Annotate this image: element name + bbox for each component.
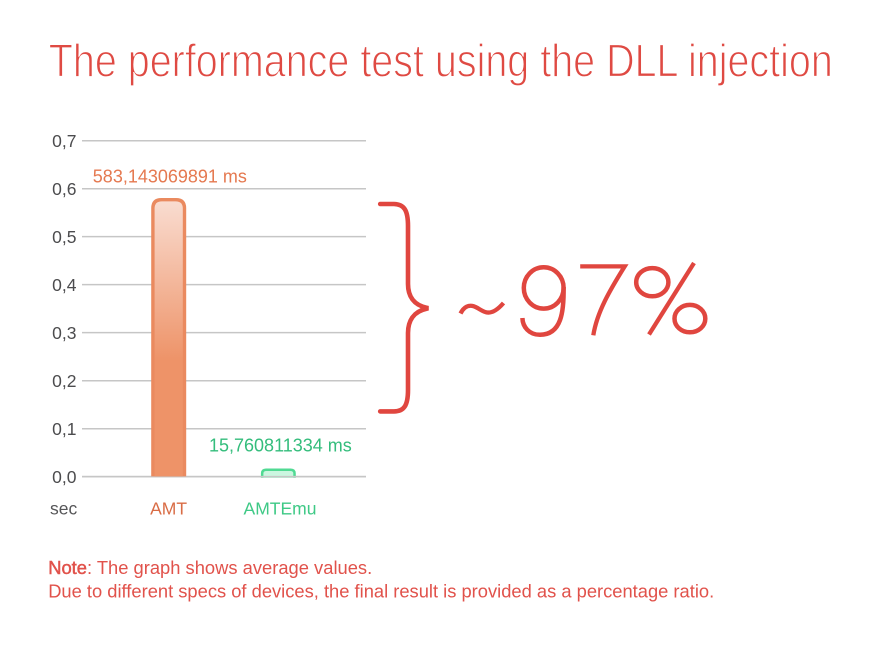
svg-text:AMT: AMT [150, 498, 187, 518]
svg-text:Due to different specs of devi: Due to different specs of devices, the f… [48, 580, 714, 601]
svg-text:AMTEmu: AMTEmu [244, 498, 317, 518]
svg-text:0,3: 0,3 [52, 323, 76, 343]
svg-text:The performance test using the: The performance test using the DLL injec… [49, 35, 833, 87]
svg-text:0,4: 0,4 [52, 275, 77, 295]
svg-text:sec: sec [50, 499, 77, 519]
svg-text:0,1: 0,1 [52, 419, 76, 439]
svg-text:0,6: 0,6 [52, 179, 76, 199]
svg-text:0,0: 0,0 [52, 467, 77, 487]
svg-text:583,143069891 ms: 583,143069891 ms [93, 166, 247, 186]
svg-text:0,2: 0,2 [52, 371, 76, 391]
svg-text:15,760811334 ms: 15,760811334 ms [209, 435, 352, 455]
svg-text:0,7: 0,7 [52, 131, 76, 151]
svg-text:Note: The graph shows average: Note: The graph shows average values. [48, 557, 372, 578]
svg-text:0,5: 0,5 [52, 227, 76, 247]
